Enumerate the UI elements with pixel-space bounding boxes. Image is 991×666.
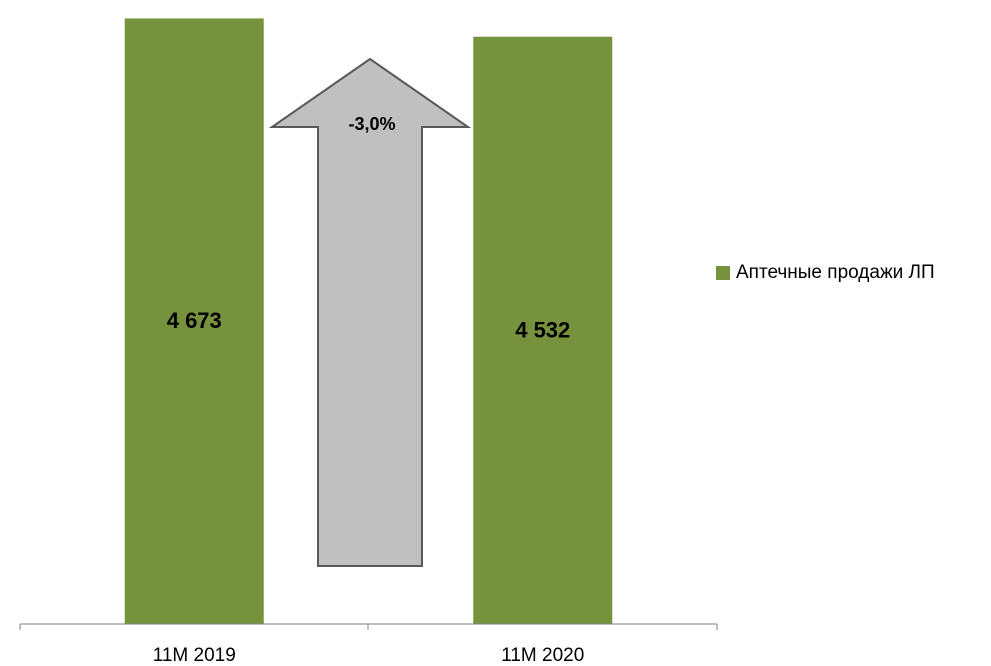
legend-swatch (716, 266, 730, 280)
data-label-1: 4 532 (515, 317, 570, 342)
change-label: -3,0% (348, 114, 395, 134)
bar-1 (473, 36, 613, 624)
data-label-0: 4 673 (167, 308, 222, 333)
x-tick-label-0: 11M 2019 (153, 645, 236, 666)
change-arrow (268, 57, 472, 567)
bars-layer (124, 18, 613, 624)
legend: Аптечные продажи ЛП (716, 262, 935, 284)
legend-label: Аптечные продажи ЛП (736, 262, 935, 283)
bar-0 (124, 18, 264, 624)
x-tick-label-1: 11M 2020 (501, 645, 584, 666)
labels-layer: 4 673 11M 2019 4 532 11M 2020 (153, 308, 585, 666)
